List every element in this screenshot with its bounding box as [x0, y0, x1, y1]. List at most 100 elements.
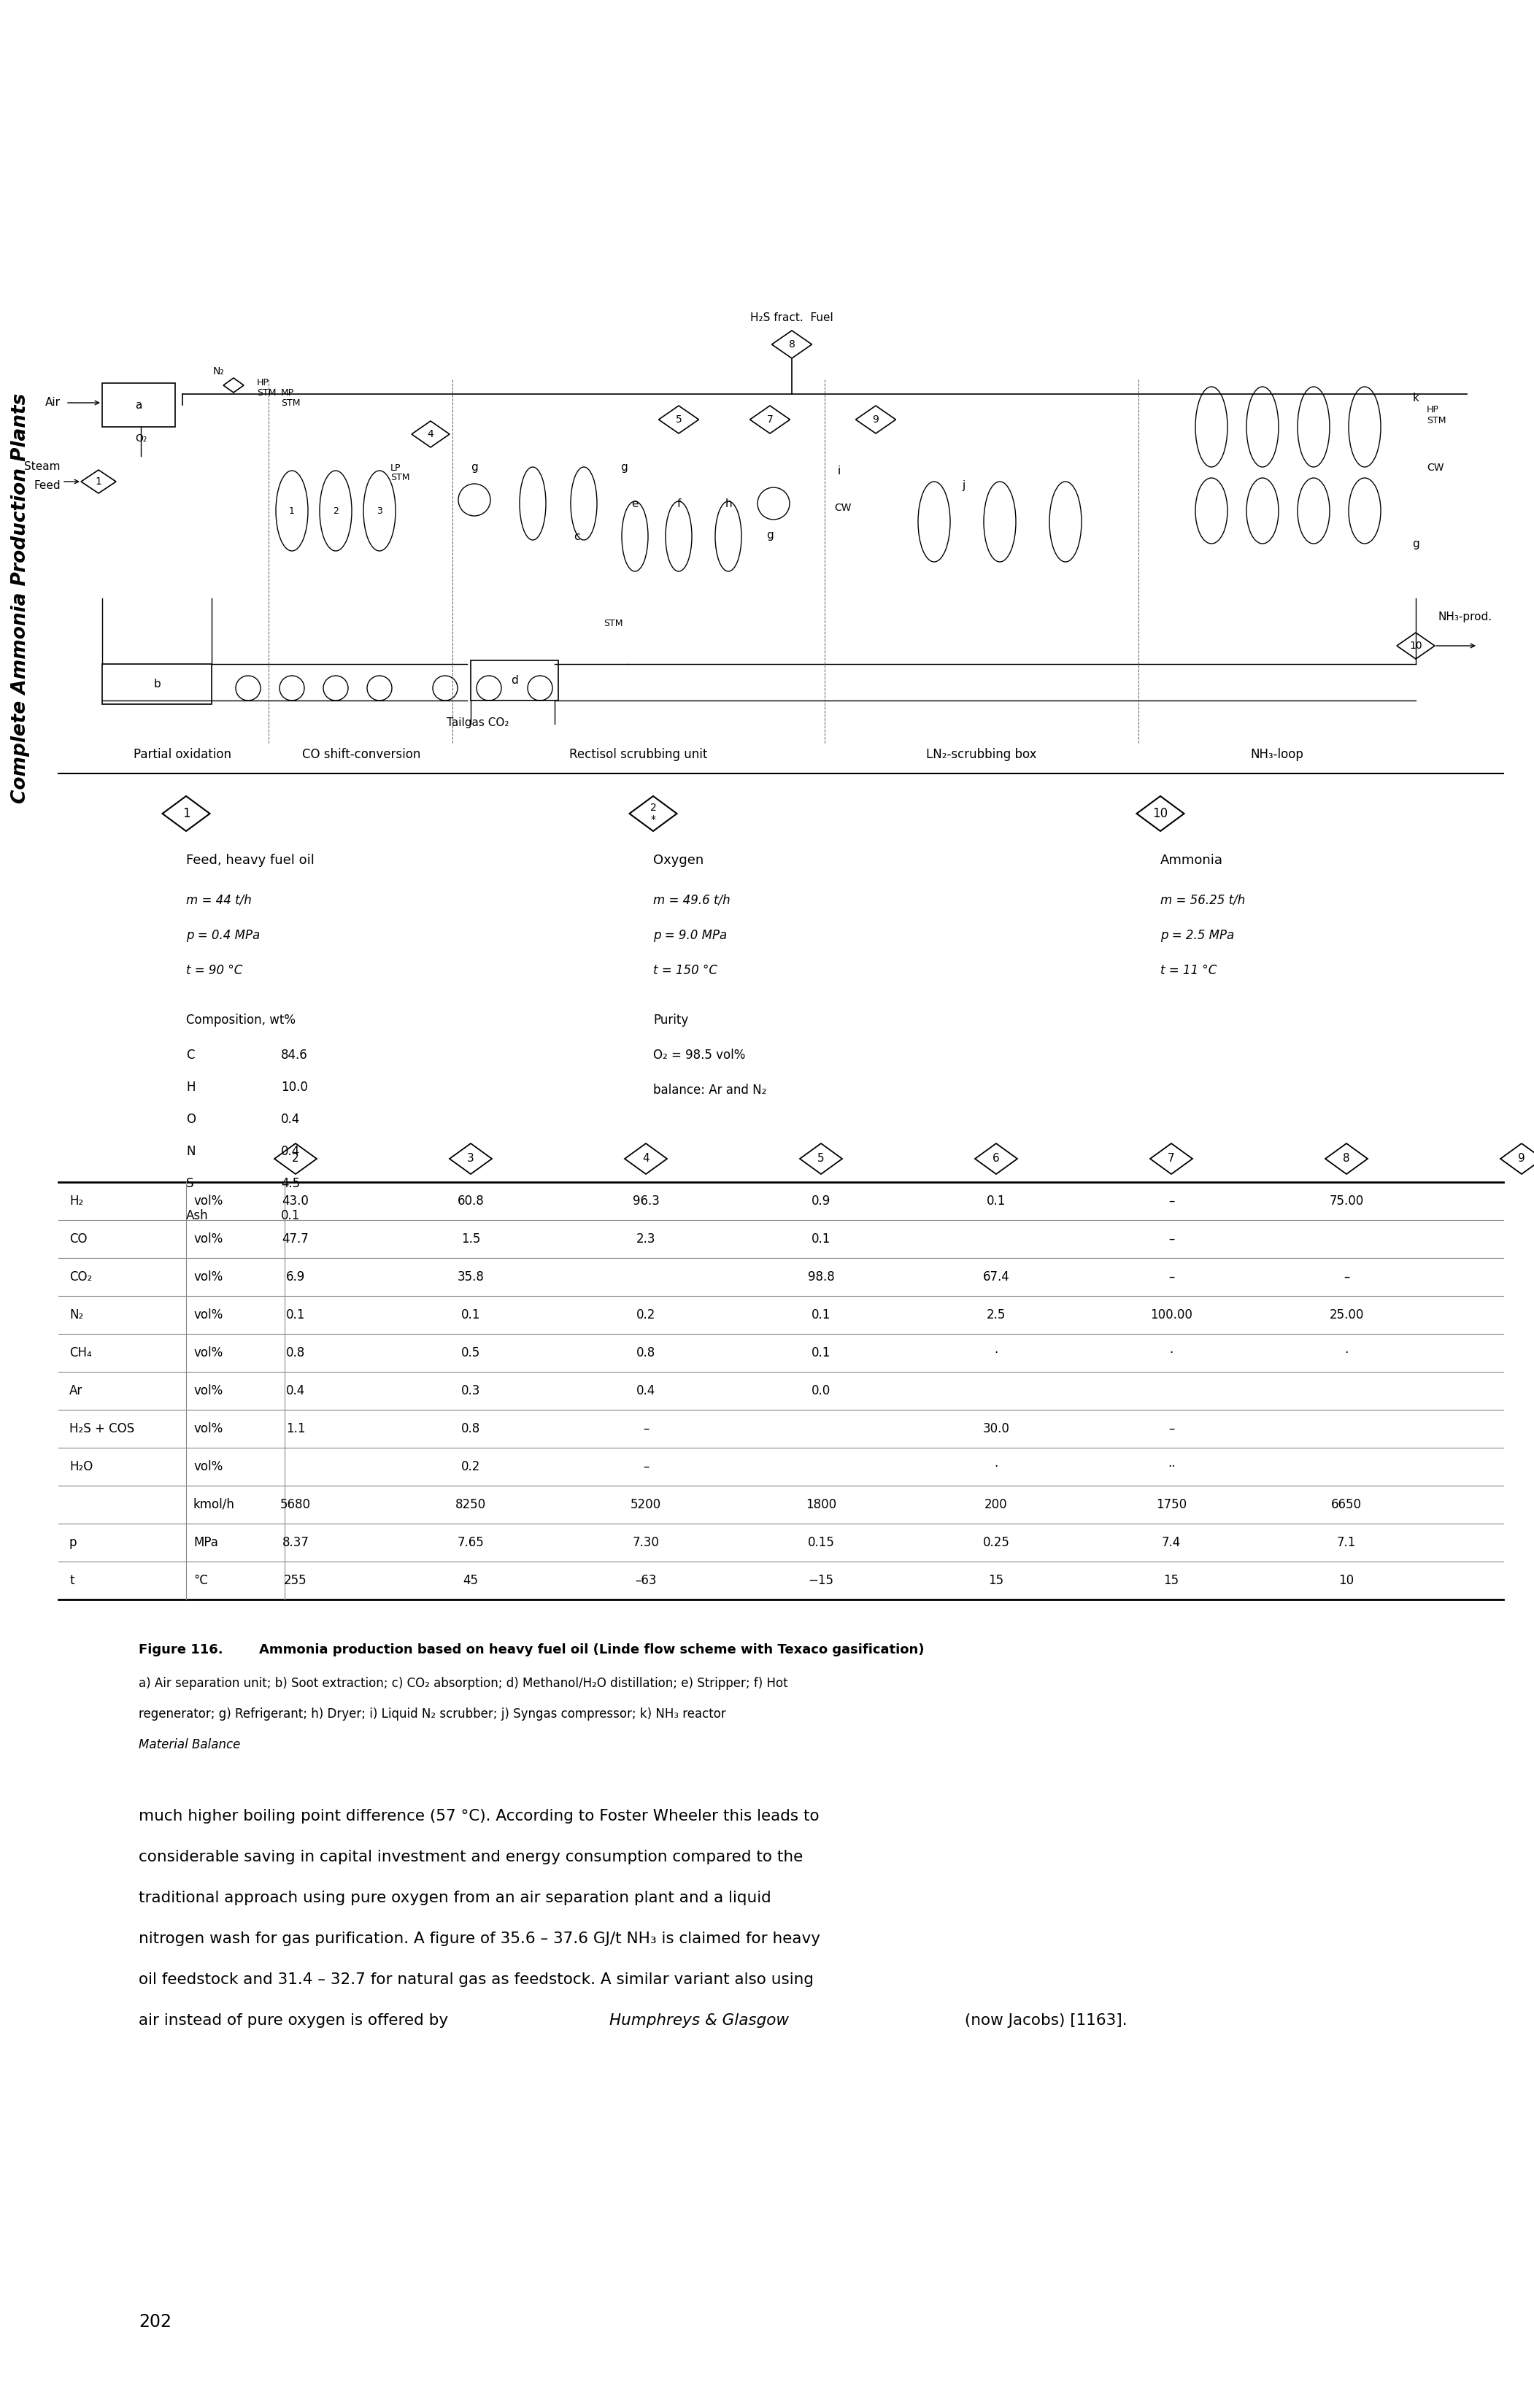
- Text: Humphreys & Glasgow: Humphreys & Glasgow: [609, 2013, 788, 2028]
- Text: 200: 200: [985, 1498, 1008, 1512]
- Text: 2: 2: [291, 1153, 299, 1163]
- Text: 5200: 5200: [630, 1498, 661, 1512]
- Text: 7: 7: [767, 414, 773, 424]
- Text: MP: MP: [281, 388, 295, 397]
- Text: vol%: vol%: [193, 1459, 222, 1474]
- Text: d: d: [511, 674, 518, 686]
- Text: t: t: [69, 1575, 74, 1587]
- Text: 0.4: 0.4: [637, 1385, 655, 1397]
- Text: 0.4: 0.4: [281, 1112, 301, 1127]
- Text: STM: STM: [1427, 417, 1447, 426]
- Text: vol%: vol%: [193, 1423, 222, 1435]
- Text: 0.0: 0.0: [811, 1385, 830, 1397]
- Text: 1.1: 1.1: [285, 1423, 305, 1435]
- Text: 0.8: 0.8: [637, 1346, 655, 1361]
- Text: H₂O: H₂O: [69, 1459, 94, 1474]
- Text: a) Air separation unit; b) Soot extraction; c) CO₂ absorption; d) Methanol/H₂O d: a) Air separation unit; b) Soot extracti…: [138, 1676, 788, 1690]
- Text: m = 49.6 t/h: m = 49.6 t/h: [653, 893, 730, 908]
- Text: g: g: [1413, 539, 1419, 549]
- Text: 4.5: 4.5: [281, 1178, 301, 1190]
- Text: 9: 9: [1519, 1153, 1525, 1163]
- Text: 2: 2: [333, 506, 339, 515]
- Text: H₂S + COS: H₂S + COS: [69, 1423, 135, 1435]
- Text: 255: 255: [284, 1575, 307, 1587]
- Text: 0.1: 0.1: [811, 1233, 830, 1245]
- Text: H: H: [186, 1081, 195, 1093]
- Text: 15: 15: [988, 1575, 1003, 1587]
- Text: ·: ·: [994, 1459, 999, 1474]
- Text: Complete Ammonia Production Plants: Complete Ammonia Production Plants: [11, 393, 31, 804]
- Text: Ar: Ar: [69, 1385, 83, 1397]
- Text: 0.1: 0.1: [811, 1346, 830, 1361]
- Text: CO: CO: [69, 1233, 87, 1245]
- Text: S: S: [186, 1178, 193, 1190]
- Text: 75.00: 75.00: [1328, 1194, 1364, 1209]
- Text: vol%: vol%: [193, 1271, 222, 1283]
- Text: ·: ·: [994, 1346, 999, 1361]
- Text: Air: Air: [44, 397, 60, 409]
- Text: Partial oxidation: Partial oxidation: [133, 749, 232, 761]
- Text: 2
*: 2 *: [650, 802, 657, 824]
- Text: 0.4: 0.4: [281, 1144, 301, 1158]
- Text: 2.3: 2.3: [637, 1233, 655, 1245]
- Text: 0.8: 0.8: [285, 1346, 305, 1361]
- Text: 1: 1: [288, 506, 295, 515]
- Text: ··: ··: [1167, 1459, 1175, 1474]
- Text: 7.30: 7.30: [632, 1536, 660, 1548]
- Text: balance: Ar and N₂: balance: Ar and N₂: [653, 1084, 767, 1096]
- Text: 3: 3: [468, 1153, 474, 1163]
- Text: 0.9: 0.9: [811, 1194, 830, 1209]
- Text: 25.00: 25.00: [1328, 1308, 1364, 1322]
- Text: considerable saving in capital investment and energy consumption compared to the: considerable saving in capital investmen…: [138, 1849, 802, 1864]
- Text: b: b: [153, 679, 161, 689]
- Text: h: h: [724, 498, 732, 510]
- Text: vol%: vol%: [193, 1346, 222, 1361]
- Text: Tailgas CO₂: Tailgas CO₂: [446, 718, 509, 727]
- Text: p = 0.4 MPa: p = 0.4 MPa: [186, 929, 259, 942]
- Text: Feed, heavy fuel oil: Feed, heavy fuel oil: [186, 855, 314, 867]
- Text: 1800: 1800: [805, 1498, 836, 1512]
- Text: 0.1: 0.1: [462, 1308, 480, 1322]
- Text: CW: CW: [834, 503, 851, 513]
- Text: 98.8: 98.8: [807, 1271, 834, 1283]
- Text: nitrogen wash for gas purification. A figure of 35.6 – 37.6 GJ/t NH₃ is claimed : nitrogen wash for gas purification. A fi…: [138, 1931, 821, 1946]
- Text: 202: 202: [138, 2314, 172, 2331]
- Text: oil feedstock and 31.4 – 32.7 for natural gas as feedstock. A similar variant al: oil feedstock and 31.4 – 32.7 for natura…: [138, 1972, 813, 1987]
- Text: 8: 8: [788, 340, 795, 349]
- Text: CO₂: CO₂: [69, 1271, 92, 1283]
- Text: vol%: vol%: [193, 1308, 222, 1322]
- Text: 0.1: 0.1: [281, 1209, 301, 1223]
- Text: vol%: vol%: [193, 1194, 222, 1209]
- Text: air instead of pure oxygen is offered by: air instead of pure oxygen is offered by: [138, 2013, 453, 2028]
- Text: 60.8: 60.8: [457, 1194, 485, 1209]
- Text: (now Jacobs) [1163].: (now Jacobs) [1163].: [960, 2013, 1127, 2028]
- Text: Ammonia production based on heavy fuel oil (Linde flow scheme with Texaco gasifi: Ammonia production based on heavy fuel o…: [259, 1642, 925, 1657]
- Text: Oxygen: Oxygen: [653, 855, 704, 867]
- Text: g: g: [767, 530, 773, 542]
- Text: c: c: [574, 532, 580, 542]
- Text: CH₄: CH₄: [69, 1346, 92, 1361]
- Text: 8: 8: [1342, 1153, 1350, 1163]
- Text: g: g: [620, 462, 627, 472]
- Text: vol%: vol%: [193, 1233, 222, 1245]
- Text: CW: CW: [1427, 462, 1443, 472]
- Text: 6: 6: [992, 1153, 1000, 1163]
- Text: 84.6: 84.6: [281, 1047, 308, 1062]
- Text: –: –: [643, 1459, 649, 1474]
- Text: Composition, wt%: Composition, wt%: [186, 1014, 296, 1026]
- Text: Material Balance: Material Balance: [138, 1739, 241, 1751]
- Text: 0.1: 0.1: [986, 1194, 1006, 1209]
- Text: Figure 116.: Figure 116.: [138, 1642, 222, 1657]
- Text: 0.25: 0.25: [983, 1536, 1009, 1548]
- Text: H₂: H₂: [69, 1194, 83, 1209]
- Text: m = 56.25 t/h: m = 56.25 t/h: [1160, 893, 1246, 908]
- Text: k: k: [1413, 393, 1419, 405]
- Text: STM: STM: [256, 388, 276, 397]
- Text: 43.0: 43.0: [282, 1194, 308, 1209]
- Text: t = 90 °C: t = 90 °C: [186, 963, 242, 978]
- Text: 0.3: 0.3: [462, 1385, 480, 1397]
- Text: °C: °C: [193, 1575, 209, 1587]
- Text: –: –: [1169, 1423, 1175, 1435]
- Text: 96.3: 96.3: [632, 1194, 660, 1209]
- Text: HP: HP: [1427, 405, 1439, 414]
